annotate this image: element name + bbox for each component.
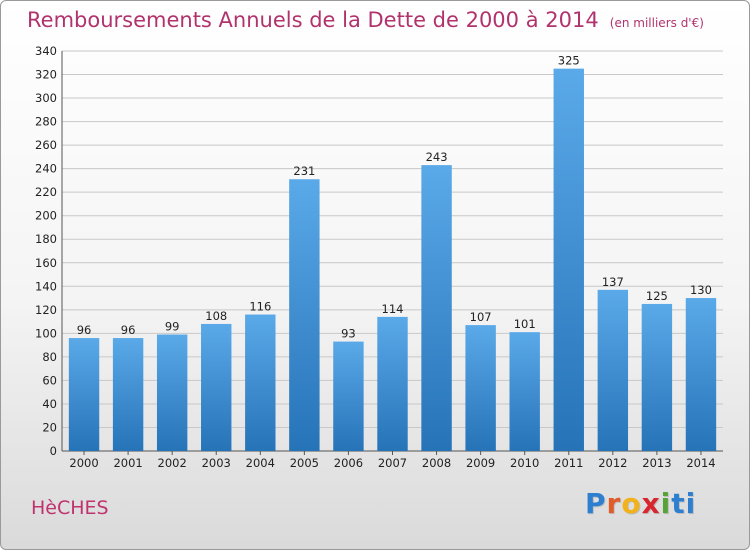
- x-tick-label: 2009: [466, 456, 495, 470]
- y-tick-label: 240: [35, 162, 57, 176]
- x-tick-label: 2003: [202, 456, 231, 470]
- bar: [201, 323, 232, 451]
- bar: [289, 179, 320, 451]
- y-tick-label: 260: [35, 138, 57, 152]
- bar: [685, 298, 717, 451]
- y-tick-label: 200: [35, 209, 57, 223]
- y-tick-label: 40: [42, 397, 57, 411]
- bar: [597, 289, 629, 451]
- chart-title: Remboursements Annuels de la Dette de 20…: [27, 8, 599, 32]
- bar: [112, 338, 144, 451]
- y-tick-label: 140: [35, 279, 57, 293]
- proxiti-logo: Proxiti: [585, 487, 696, 520]
- data-label: 101: [514, 317, 536, 331]
- data-label: 99: [165, 320, 180, 334]
- data-label: 116: [249, 300, 271, 314]
- bar: [245, 314, 276, 451]
- x-tick-label: 2000: [69, 456, 98, 470]
- data-label: 231: [293, 164, 315, 178]
- bar: [156, 334, 188, 451]
- x-tick-label: 2002: [158, 456, 187, 470]
- x-tick-label: 2008: [422, 456, 451, 470]
- y-tick-label: 220: [35, 185, 57, 199]
- data-label: 325: [558, 54, 580, 68]
- bar: [465, 325, 496, 451]
- x-tick-label: 2012: [598, 456, 627, 470]
- logo-letter: x: [641, 487, 661, 520]
- data-label: 130: [690, 283, 712, 297]
- y-tick-label: 340: [35, 44, 57, 58]
- x-tick-label: 2013: [642, 456, 671, 470]
- data-label: 114: [382, 302, 404, 316]
- logo-letter: o: [621, 487, 642, 520]
- y-tick-label: 280: [35, 115, 57, 129]
- x-tick-label: 2005: [290, 456, 319, 470]
- logo-letter: r: [606, 487, 622, 520]
- y-tick-label: 320: [35, 68, 57, 82]
- logo-letter: i: [660, 487, 672, 520]
- y-tick-label: 300: [35, 91, 57, 105]
- bar: [68, 338, 100, 451]
- x-tick-label: 2006: [334, 456, 363, 470]
- data-label: 107: [470, 310, 492, 324]
- bar: [509, 332, 540, 451]
- data-label: 243: [426, 150, 448, 164]
- chart-unit-label: (en milliers d'€): [609, 16, 704, 30]
- data-label: 96: [121, 323, 136, 337]
- x-tick-label: 2010: [510, 456, 539, 470]
- y-tick-label: 20: [42, 420, 57, 434]
- data-label: 96: [77, 323, 92, 337]
- bar: [641, 303, 673, 451]
- x-tick-label: 2001: [113, 456, 142, 470]
- x-tick-label: 2011: [554, 456, 583, 470]
- chart-title-block: Remboursements Annuels de la Dette de 20…: [27, 8, 704, 32]
- data-label: 108: [205, 309, 227, 323]
- y-tick-label: 180: [35, 232, 57, 246]
- bar: [377, 316, 408, 451]
- x-tick-label: 2014: [686, 456, 715, 470]
- y-tick-label: 60: [42, 373, 57, 387]
- logo-letter: i: [685, 487, 697, 520]
- bar: [333, 341, 364, 451]
- y-tick-label: 0: [50, 444, 57, 458]
- bar: [553, 68, 584, 451]
- data-label: 125: [646, 289, 668, 303]
- y-tick-label: 80: [42, 350, 57, 364]
- x-tick-label: 2007: [378, 456, 407, 470]
- bar: [421, 165, 452, 451]
- logo-letter: P: [585, 487, 607, 520]
- data-label: 93: [341, 327, 356, 341]
- data-label: 137: [602, 275, 624, 289]
- y-tick-label: 100: [35, 326, 57, 340]
- y-tick-label: 120: [35, 303, 57, 317]
- commune-name: HèCHES: [31, 497, 109, 519]
- y-tick-label: 160: [35, 256, 57, 270]
- x-tick-label: 2004: [246, 456, 275, 470]
- logo-letter: t: [671, 487, 686, 520]
